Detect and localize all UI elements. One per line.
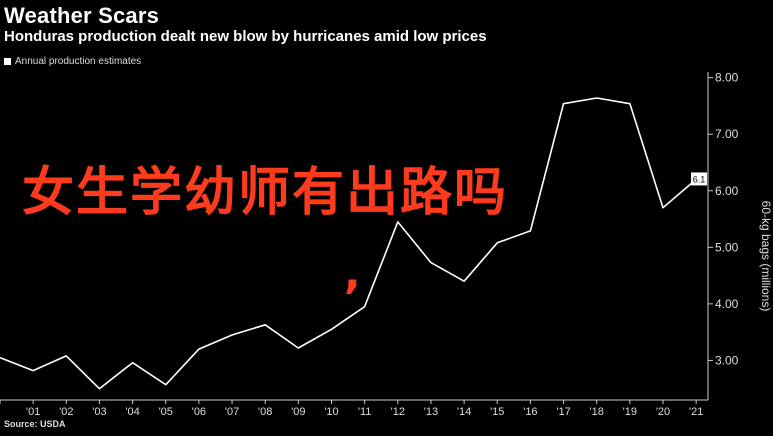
x-tick-label: '04 <box>125 406 139 418</box>
x-tick-label: '16 <box>523 406 537 418</box>
y-axis-label: 60-kg bags (millions) <box>759 201 773 312</box>
chart-title: Weather Scars <box>4 3 160 28</box>
x-tick-label: '19 <box>623 406 637 418</box>
chart-subtitle: Honduras production dealt new blow by hu… <box>4 28 487 45</box>
x-tick-label: '17 <box>556 406 570 418</box>
y-tick-label: 7.00 <box>715 127 739 141</box>
y-tick-label: 6.00 <box>715 184 739 198</box>
last-value-badge <box>691 172 707 186</box>
overlay-mark: , <box>344 248 361 299</box>
x-tick-label: '05 <box>159 406 173 418</box>
legend-label: Annual production estimates <box>15 56 142 67</box>
legend-swatch <box>4 58 11 65</box>
y-tick-label: 8.00 <box>715 71 739 85</box>
x-tick-label: '13 <box>424 406 438 418</box>
series-line <box>0 97 697 390</box>
x-tick-label: '14 <box>457 406 471 418</box>
x-tick-label: '18 <box>590 406 604 418</box>
x-tick-label: '02 <box>59 406 73 418</box>
x-tick-label: '09 <box>291 406 305 418</box>
x-tick-label: '12 <box>391 406 405 418</box>
x-tick-label: '11 <box>358 406 372 418</box>
x-tick-label: '07 <box>225 406 239 418</box>
x-tick-label: '15 <box>490 406 504 418</box>
legend: Annual production estimates <box>4 56 141 67</box>
y-tick-label: 4.00 <box>715 297 739 311</box>
source-note: Source: USDA <box>4 419 66 429</box>
y-tick-label: 3.00 <box>715 353 739 367</box>
x-tick-label: '10 <box>324 406 338 418</box>
x-tick-label: '08 <box>258 406 272 418</box>
x-tick-label: '21 <box>689 406 703 418</box>
x-tick-label: '01 <box>26 406 40 418</box>
x-tick-label: '06 <box>192 406 206 418</box>
x-tick-label: '03 <box>92 406 106 418</box>
y-tick-label: 5.00 <box>715 240 739 254</box>
overlay-text: 女生学幼师有出路吗 <box>22 163 509 223</box>
last-value-label: 6.1 <box>693 174 706 184</box>
x-tick-label: '20 <box>656 406 670 418</box>
